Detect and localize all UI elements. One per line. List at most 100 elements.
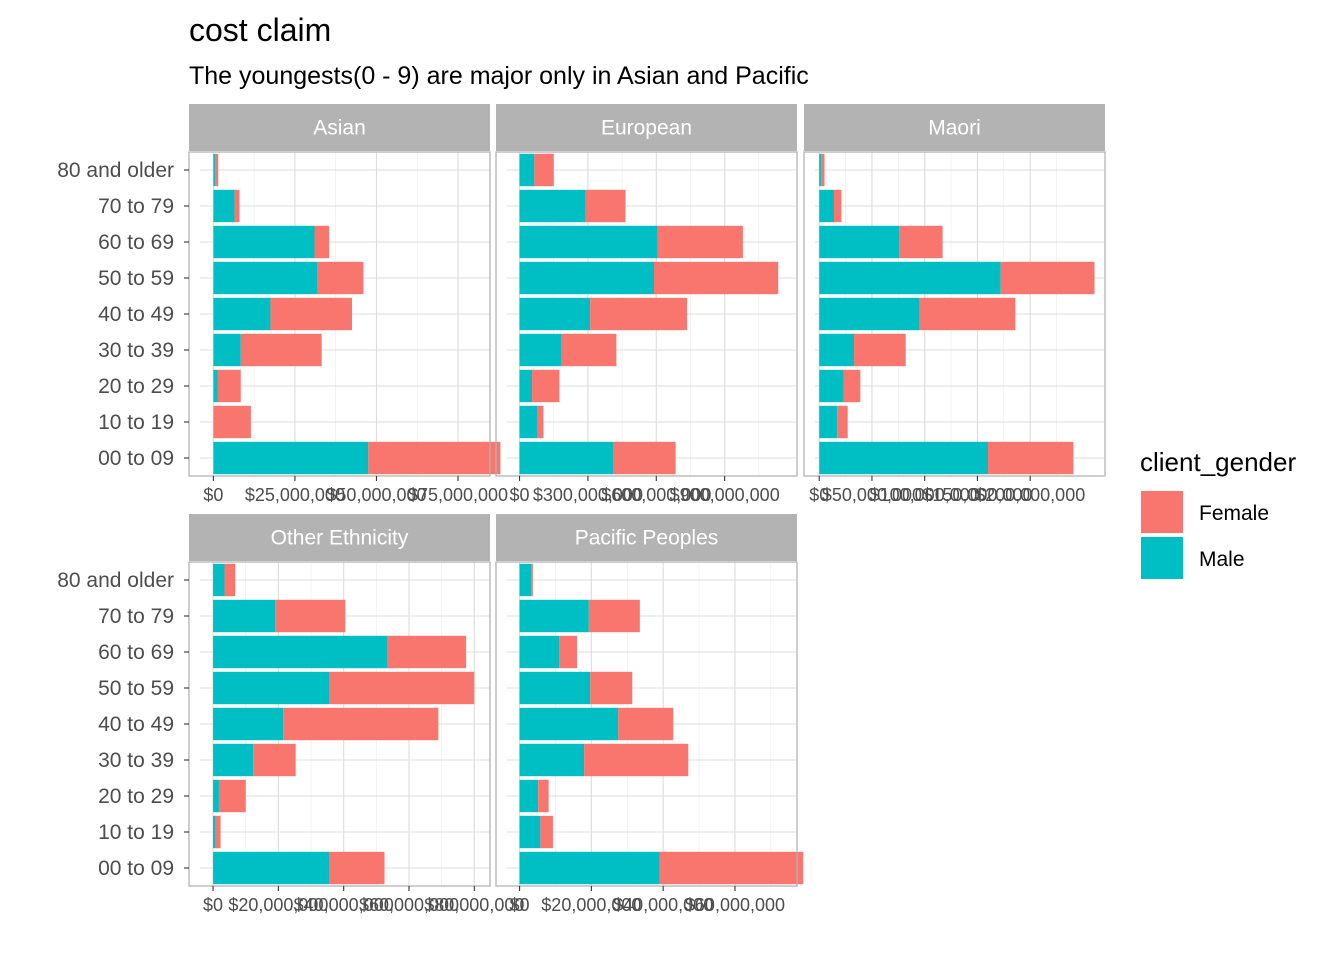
x-tick-label: $80,000,000 [424,895,524,915]
bar-female-40-to-49 [919,297,1016,331]
x-tick-label: $300,000,000 [533,485,643,505]
bar-male-70-to-79 [519,599,589,633]
bars [819,153,1095,475]
panel-border [495,561,798,887]
legend-label-male: Male [1199,548,1245,571]
panel-border [495,151,798,477]
facet-strip [189,514,490,561]
bar-female-30-to-39 [253,743,296,777]
x-tick-label: $0 [510,485,530,505]
y-tick-label: 80 and older [57,159,174,182]
x-tick-label: $0 [510,895,530,915]
bar-female-50-to-59 [1000,261,1095,295]
legend: client_gender Female Male [1140,447,1296,579]
bar-female-50-to-59 [317,261,364,295]
y-tick-label: 00 to 09 [98,447,174,470]
bars [213,153,501,475]
y-tick-label: 30 to 39 [98,749,174,772]
facet-strip [189,104,490,151]
bar-male-40-to-49 [519,297,591,331]
bar-female-40-to-49 [590,297,688,331]
facet-label: Maori [928,117,981,140]
bar-male-70-to-79 [213,189,235,223]
bar-male-60-to-69 [519,635,560,669]
x-axis: $0$50,000,000$100,000,000$150,000,000$20… [809,476,1085,505]
bar-male-50-to-59 [819,261,1001,295]
x-tick-label: $40,000,000 [613,895,713,915]
y-tick-label: 50 to 59 [98,677,174,700]
bar-male-20-to-29 [213,779,219,813]
bar-female-50-to-59 [328,671,475,705]
bar-female-00-to-09 [612,441,676,475]
bar-male-50-to-59 [213,261,318,295]
x-tick-label: $20,000,000 [228,895,328,915]
bar-male-20-to-29 [819,369,844,403]
bar-male-80-and-older [213,563,225,597]
bar-female-20-to-29 [538,779,549,813]
bar-male-50-to-59 [519,671,591,705]
bar-female-40-to-49 [283,707,439,741]
bar-male-70-to-79 [819,189,834,223]
y-tick-label: 70 to 79 [98,195,174,218]
bar-female-00-to-09 [328,851,385,885]
bar-female-60-to-69 [314,225,330,259]
y-tick-label: 40 to 49 [98,713,174,736]
facet-label: European [601,117,692,140]
bar-female-20-to-29 [843,369,861,403]
bar-female-80-and-older [215,153,219,187]
y-tick-label: 40 to 49 [98,303,174,326]
x-axis: $0 $25,000,000$50,000,000$75,000,000 [203,476,508,505]
bar-female-60-to-69 [559,635,578,669]
bar-female-00-to-09 [987,441,1074,475]
panel-asian: Asian 00 to 09 10 to 19 20 to 29 30 to 39 40 … [57,104,508,505]
y-tick-label: 10 to 19 [98,821,174,844]
bar-female-80-and-older [531,563,533,597]
x-tick-label: $60,000,000 [359,895,459,915]
y-axis: 00 to 09 10 to 19 20 to 29 30 to 39 40 to 49… [57,569,189,880]
bar-female-40-to-49 [270,297,353,331]
y-tick-label: 20 to 29 [98,785,174,808]
panel-maori: Maori $0$50,000,000$100,000,000$150,000,0… [803,104,1106,505]
x-tick-label: $50,000,000 [822,485,922,505]
bar-male-10-to-19 [519,405,538,439]
bar-male-60-to-69 [213,225,315,259]
x-tick-label: $200,000,000 [975,485,1085,505]
bar-female-80-and-older [534,153,554,187]
bar-male-40-to-49 [819,297,920,331]
bars [519,563,804,885]
bar-female-70-to-79 [275,599,346,633]
bar-male-50-to-59 [213,671,329,705]
y-tick-label: 60 to 69 [98,231,174,254]
bar-male-00-to-09 [519,851,660,885]
bar-female-70-to-79 [833,189,842,223]
bar-female-50-to-59 [654,261,779,295]
bar-male-10-to-19 [819,405,838,439]
x-tick-label: $900,000,000 [670,485,780,505]
bar-female-80-and-older [224,563,236,597]
bars [519,153,779,475]
legend-label-female: Female [1199,502,1269,525]
bar-female-10-to-19 [213,405,251,439]
x-tick-label: $0 [203,485,223,505]
panel-european: European $0 $300,000,000$600,000,000$900,0… [495,104,798,505]
bar-male-30-to-39 [519,333,562,367]
y-tick-label: 20 to 29 [98,375,174,398]
bar-male-40-to-49 [213,297,271,331]
bar-male-80-and-older [819,153,822,187]
x-tick-label: $75,000,000 [408,485,508,505]
bar-female-60-to-69 [657,225,743,259]
bar-female-20-to-29 [217,369,241,403]
bar-female-70-to-79 [588,599,640,633]
bar-male-60-to-69 [213,635,388,669]
bar-male-60-to-69 [519,225,658,259]
bar-male-70-to-79 [519,189,586,223]
x-tick-label: $60,000,000 [685,895,785,915]
x-tick-label: $600,000,000 [601,485,711,505]
bar-female-30-to-39 [240,333,322,367]
bar-male-20-to-29 [519,779,539,813]
bar-female-20-to-29 [532,369,560,403]
bar-female-10-to-19 [540,815,553,849]
bar-male-20-to-29 [213,369,218,403]
panel-other-ethnicity: Other Ethnicity 00 to 09 10 to 19 20 to 29 3… [57,514,524,915]
